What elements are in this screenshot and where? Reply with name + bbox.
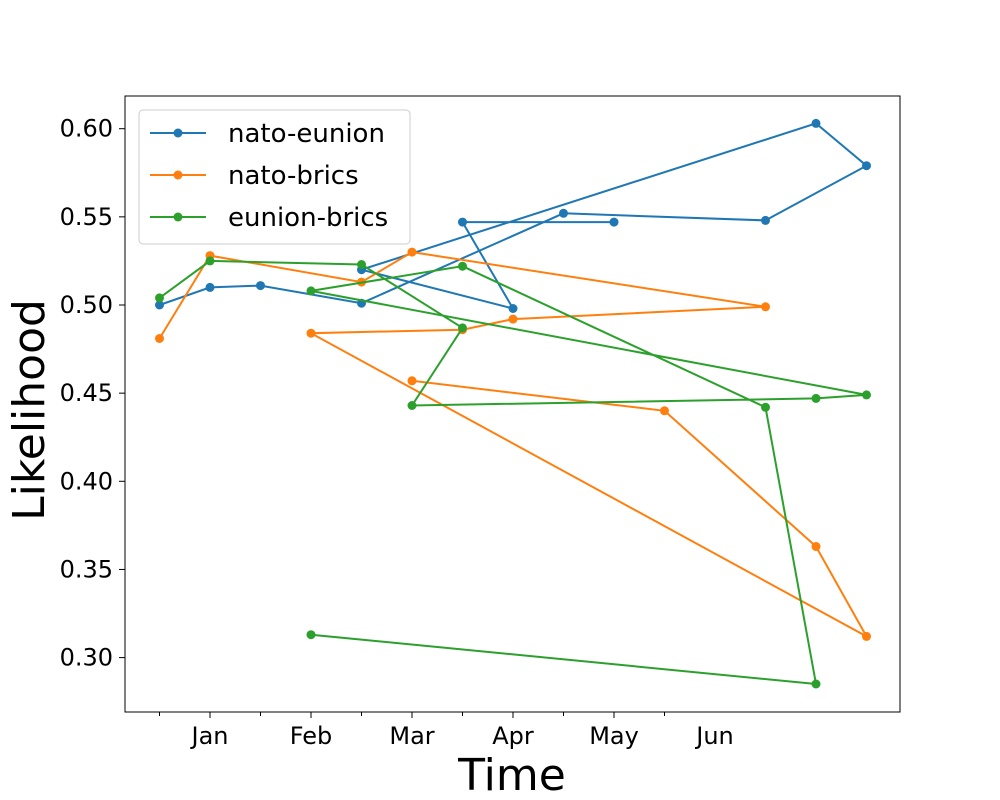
legend-marker-nato-brics [173, 170, 183, 180]
data-point [407, 401, 417, 410]
data-point [407, 376, 417, 386]
data-point [205, 256, 215, 266]
data-point [357, 260, 366, 269]
data-point [761, 302, 770, 312]
data-point [306, 328, 316, 338]
x-axis-title: Time [457, 750, 566, 800]
legend-label: nato-eunion [228, 119, 385, 149]
legend: nato-eunion nato-brics eunion-brics [138, 109, 411, 245]
data-point [862, 631, 871, 641]
data-point [609, 217, 619, 227]
y-tick-label: 0.40 [60, 467, 113, 495]
data-point [862, 161, 871, 171]
data-point [811, 118, 821, 128]
series-nato-eunion [155, 118, 871, 313]
y-tick-label: 0.45 [60, 379, 113, 407]
legend-label: eunion-brics [228, 203, 388, 233]
y-tick-label: 0.55 [60, 203, 113, 231]
x-tick-label: Apr [492, 722, 534, 750]
y-tick-label: 0.35 [60, 555, 113, 583]
data-point [811, 542, 821, 551]
series-line-nato-eunion [159, 122, 869, 311]
x-tick-label: Jan [190, 722, 229, 750]
data-point [256, 281, 265, 291]
y-tick-label: 0.50 [60, 291, 113, 319]
series-eunion-brics [155, 256, 871, 689]
legend-label: nato-brics [228, 161, 359, 191]
x-tick-label: Mar [389, 722, 434, 750]
data-point [811, 393, 821, 403]
data-point [559, 208, 568, 218]
x-tick-label: May [589, 722, 639, 750]
data-point [306, 630, 316, 640]
x-axis: Jan Feb Mar Apr May Jun [159, 712, 734, 750]
x-tick-label: Feb [290, 722, 333, 750]
data-point [660, 406, 669, 416]
legend-marker-nato-eunion [173, 128, 183, 138]
y-axis-title: Likelihood [4, 299, 55, 521]
data-point [761, 215, 770, 225]
data-point [458, 323, 467, 333]
data-point [205, 282, 215, 292]
data-point [862, 390, 871, 400]
data-point [155, 293, 164, 303]
x-tick-label: Jun [694, 722, 734, 750]
series-layer [155, 118, 871, 689]
data-point [811, 679, 821, 689]
data-point [155, 300, 164, 310]
y-tick-label: 0.30 [60, 644, 113, 672]
series-line-eunion-brics [158, 259, 867, 686]
y-tick-label: 0.60 [60, 115, 113, 143]
data-point [306, 286, 316, 296]
legend-box [138, 109, 411, 245]
legend-marker-eunion-brics [173, 212, 183, 222]
data-point [761, 402, 770, 412]
data-point [508, 314, 518, 324]
data-point [458, 261, 467, 271]
data-point [458, 217, 467, 227]
data-point [155, 334, 164, 343]
data-point [508, 304, 518, 313]
y-axis: 0.30 0.35 0.40 0.45 0.50 0.55 0.60 [60, 115, 125, 672]
data-point [407, 247, 417, 257]
